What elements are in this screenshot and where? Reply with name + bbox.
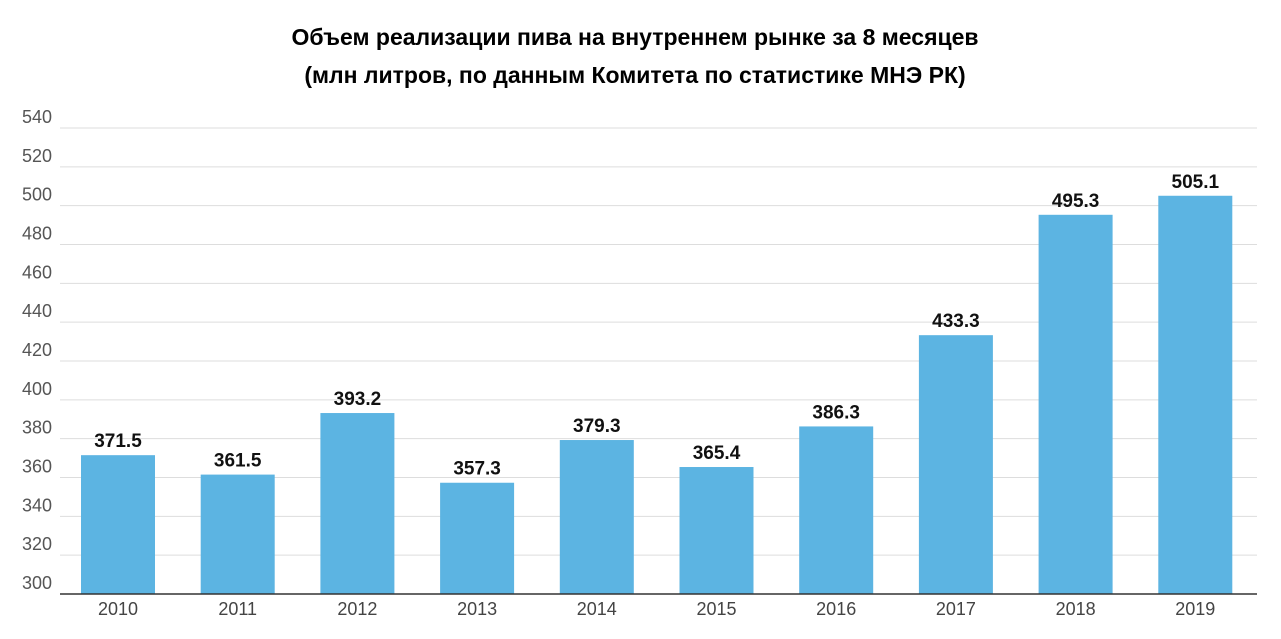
chart-title-line: Объем реализации пива на внутреннем рынк… bbox=[291, 24, 979, 50]
data-label: 505.1 bbox=[1172, 172, 1220, 193]
x-tick-label: 2012 bbox=[337, 599, 377, 619]
x-tick-label: 2015 bbox=[696, 599, 736, 619]
y-tick-label: 500 bbox=[22, 185, 52, 205]
bar bbox=[799, 426, 874, 594]
bar bbox=[81, 455, 155, 594]
data-label: 433.3 bbox=[932, 311, 980, 332]
y-tick-label: 420 bbox=[22, 340, 52, 360]
bar bbox=[1038, 214, 1113, 595]
y-tick-label: 320 bbox=[22, 534, 52, 554]
data-label: 386.3 bbox=[812, 402, 860, 423]
data-label: 357.3 bbox=[453, 459, 501, 480]
data-label: 495.3 bbox=[1052, 191, 1100, 212]
x-tick-label: 2018 bbox=[1056, 599, 1096, 619]
x-tick-label: 2013 bbox=[457, 599, 497, 619]
x-tick-label: 2017 bbox=[936, 599, 976, 619]
bar bbox=[918, 335, 993, 594]
x-tick-label: 2016 bbox=[816, 599, 856, 619]
x-tick-label: 2014 bbox=[577, 599, 617, 619]
chart-title: Объем реализации пива на внутреннем рынк… bbox=[0, 18, 1270, 94]
y-tick-label: 380 bbox=[22, 418, 52, 438]
x-tick-label: 2011 bbox=[218, 599, 257, 619]
y-tick-label: 360 bbox=[22, 457, 52, 477]
data-label: 361.5 bbox=[214, 451, 262, 472]
y-tick-label: 480 bbox=[22, 224, 52, 244]
data-label: 365.4 bbox=[693, 443, 741, 464]
bar bbox=[440, 482, 515, 594]
bar bbox=[1158, 195, 1233, 594]
bar bbox=[679, 467, 754, 594]
y-tick-label: 520 bbox=[22, 146, 52, 166]
y-tick-label: 540 bbox=[22, 107, 52, 127]
y-tick-label: 300 bbox=[22, 573, 52, 593]
y-tick-label: 340 bbox=[22, 495, 52, 515]
data-label: 371.5 bbox=[94, 431, 142, 452]
x-tick-label: 2019 bbox=[1175, 599, 1215, 619]
data-label: 379.3 bbox=[573, 416, 621, 437]
y-tick-label: 400 bbox=[22, 379, 52, 399]
x-tick-label: 2010 bbox=[98, 599, 138, 619]
bar bbox=[559, 440, 634, 594]
bar bbox=[200, 474, 275, 594]
data-label: 393.2 bbox=[334, 389, 382, 410]
y-tick-label: 460 bbox=[22, 262, 52, 282]
bar bbox=[320, 413, 395, 594]
chart-subtitle-line: (млн литров, по данным Комитета по стати… bbox=[304, 62, 966, 88]
y-tick-label: 440 bbox=[22, 301, 52, 321]
